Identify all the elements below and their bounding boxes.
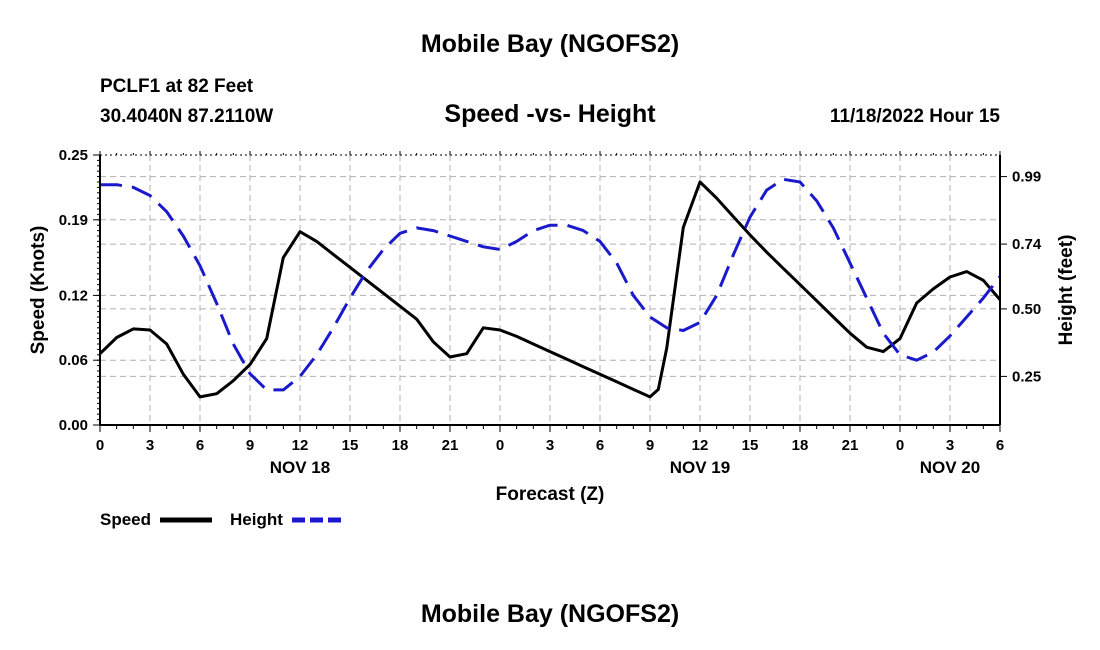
y-tick-label: 0.25 xyxy=(59,147,88,164)
legend: Speed Height xyxy=(100,510,342,529)
y-tick-label: 0.00 xyxy=(59,417,88,434)
chart-subtitle: Speed -vs- Height xyxy=(444,100,656,128)
axes-layer xyxy=(93,151,1007,432)
x-tick-label: 6 xyxy=(196,437,204,454)
x-tick-label: 18 xyxy=(792,437,809,454)
x-day-label: NOV 19 xyxy=(670,458,730,477)
y-axis-title: Speed (Knots) xyxy=(28,226,49,355)
legend-height-label: Height xyxy=(230,510,283,529)
y2-tick-label: 0.25 xyxy=(1012,368,1041,385)
x-tick-label: 0 xyxy=(896,437,904,454)
grid-layer xyxy=(100,155,1000,425)
chart-main-title: Mobile Bay (NGOFS2) xyxy=(420,30,680,58)
x-tick-label: 15 xyxy=(342,437,359,454)
labels-layer: 0 3 6 9 12 15 18 21 0 3 6 9 12 15 18 21 0 3 6 NOV 18 NOV 19 N… xyxy=(28,147,1077,505)
x-tick-label: 21 xyxy=(442,437,459,454)
x-tick-label: 6 xyxy=(596,437,604,454)
y-tick-label: 0.12 xyxy=(59,287,88,304)
x-tick-label: 12 xyxy=(292,437,309,454)
series-line-height xyxy=(100,177,1002,392)
x-tick-label: 15 xyxy=(742,437,759,454)
x-day-label: NOV 18 xyxy=(270,458,330,477)
coordinates-label: 30.4040N 87.2110W xyxy=(100,106,274,127)
x-day-label: NOV 20 xyxy=(920,458,980,477)
station-label: PCLF1 at 82 Feet xyxy=(100,76,254,97)
x-tick-label: 21 xyxy=(842,437,859,454)
x-tick-label: 18 xyxy=(392,437,409,454)
y2-tick-label: 0.74 xyxy=(1012,236,1042,253)
x-tick-label: 9 xyxy=(646,437,654,454)
series-layer xyxy=(98,177,1002,399)
x-tick-label: 0 xyxy=(496,437,504,454)
x-tick-label: 12 xyxy=(692,437,709,454)
legend-speed-label: Speed xyxy=(100,510,151,529)
y2-tick-label: 0.50 xyxy=(1012,301,1041,318)
x-tick-label: 9 xyxy=(246,437,254,454)
y2-tick-label: 0.99 xyxy=(1012,169,1041,186)
x-tick-label: 3 xyxy=(146,437,154,454)
footer-title: Mobile Bay (NGOFS2) xyxy=(420,600,680,628)
datetime-label: 11/18/2022 Hour 15 xyxy=(829,106,1000,127)
x-axis-title: Forecast (Z) xyxy=(496,484,605,505)
series-line-speed xyxy=(98,180,1002,399)
x-tick-label: 0 xyxy=(96,437,104,454)
y-tick-label: 0.19 xyxy=(59,212,88,229)
x-tick-label: 3 xyxy=(946,437,954,454)
x-tick-label: 3 xyxy=(546,437,554,454)
y-tick-label: 0.06 xyxy=(59,352,88,369)
x-tick-label: 6 xyxy=(996,437,1004,454)
y2-axis-title: Height (feet) xyxy=(1056,235,1077,346)
